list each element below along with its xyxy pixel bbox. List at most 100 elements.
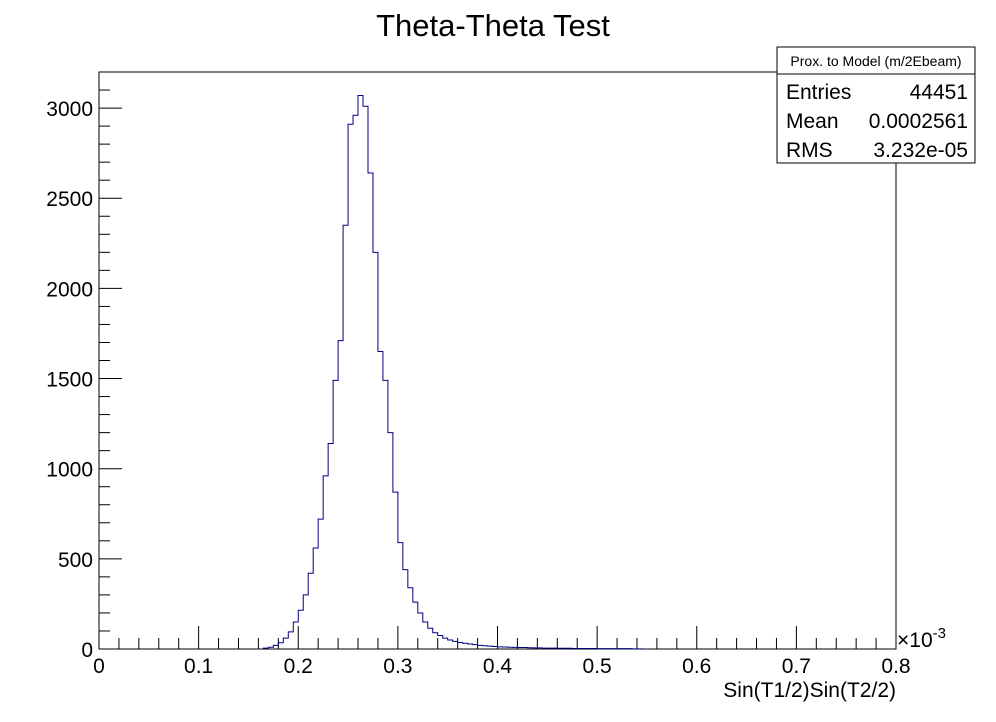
histogram-bin <box>448 640 453 649</box>
histogram-bin <box>473 645 478 649</box>
histogram-bin <box>592 648 597 649</box>
histogram-bin <box>502 647 507 649</box>
x-tick-label: 0.8 <box>881 655 910 678</box>
x-tick-label: 0.2 <box>284 655 313 678</box>
histogram-bin <box>263 648 268 649</box>
histogram-bin <box>493 646 498 649</box>
y-tick-label: 1500 <box>46 369 93 392</box>
histogram-series <box>262 94 643 650</box>
stats-mean-value: 0.0002561 <box>869 110 968 133</box>
histogram-bin <box>318 519 323 649</box>
histogram-bin <box>293 622 298 649</box>
histogram-bin <box>368 173 373 649</box>
histogram-bin <box>278 643 283 649</box>
histogram-bin <box>388 433 393 649</box>
histogram-bin <box>498 647 503 649</box>
histogram-bin <box>393 492 398 649</box>
x-axis-exponent-base: ×10 <box>897 629 933 652</box>
histogram-bin <box>358 95 363 649</box>
histogram-bin <box>567 648 572 649</box>
x-tick-label: 0.5 <box>583 655 612 678</box>
y-tick-label: 0 <box>81 639 93 662</box>
histogram-bin <box>408 588 413 649</box>
stats-entries-label: Entries <box>786 81 851 104</box>
histogram-bin <box>308 573 313 649</box>
histogram-bin <box>373 252 378 649</box>
x-tick-label: 0.7 <box>782 655 811 678</box>
stats-box-frame <box>776 46 976 164</box>
histogram-bin <box>582 648 587 649</box>
histogram-bin <box>438 635 443 649</box>
histogram-bin <box>577 648 582 649</box>
histogram-bin <box>298 610 303 649</box>
histogram-bin <box>428 628 433 649</box>
y-axis-ticks <box>99 71 122 650</box>
x-axis-exponent: ×10-3 <box>897 625 946 652</box>
histogram-bin <box>463 643 468 649</box>
x-tick-label: 0.4 <box>483 655 513 678</box>
x-tick-label: 0 <box>93 655 105 678</box>
histogram-bin <box>423 622 428 649</box>
histogram-bin <box>542 648 547 649</box>
histogram-bin <box>562 648 567 649</box>
y-tick-label: 2000 <box>46 278 93 301</box>
histogram-bin <box>557 648 562 649</box>
histogram-bin <box>532 648 537 649</box>
stats-rms-label: RMS <box>786 139 833 162</box>
histogram-bin <box>527 648 532 649</box>
histogram-bin <box>268 647 273 649</box>
stats-box-title: Prox. to Model (m/2Ebeam) <box>790 53 961 69</box>
histogram-bin <box>338 341 343 649</box>
y-tick-label: 500 <box>58 549 93 572</box>
histogram-bin <box>483 646 488 649</box>
x-axis-exponent-power: -3 <box>933 625 946 642</box>
histogram-bin <box>273 645 278 649</box>
histogram-bin <box>398 543 403 649</box>
histogram-bin <box>303 595 308 649</box>
histogram-bin <box>313 548 318 649</box>
histogram-bin <box>443 638 448 649</box>
histogram-bin <box>383 380 388 649</box>
histogram-bin <box>537 648 542 649</box>
y-tick-label: 1000 <box>46 459 93 482</box>
histogram-bin <box>547 648 552 649</box>
histogram-bin <box>348 124 353 649</box>
histogram-bin <box>433 633 438 649</box>
x-axis-tick-labels: 0 0.1 0.2 0.3 0.4 0.5 0.6 0.7 0.8 <box>93 655 910 678</box>
plot-area-border <box>98 71 897 650</box>
histogram-bin <box>343 225 348 649</box>
histogram-bin <box>288 632 293 649</box>
histogram-bin <box>403 570 408 649</box>
histogram-bin <box>418 613 423 649</box>
stats-box: Prox. to Model (m/2Ebeam) Entries 44451 … <box>776 46 976 164</box>
x-tick-label: 0.6 <box>682 655 711 678</box>
stats-mean-label: Mean <box>786 110 839 133</box>
histogram-bin <box>522 648 527 649</box>
histogram-bin <box>517 648 522 649</box>
x-axis-ticks <box>98 626 897 649</box>
x-axis-label: Sin(T1/2)Sin(T2/2) <box>723 679 896 702</box>
stats-rms-value: 3.232e-05 <box>873 139 968 162</box>
histogram-bin <box>488 646 493 649</box>
chart-title: Theta-Theta Test <box>376 8 610 43</box>
histogram-bin <box>333 380 338 649</box>
histogram-bin <box>507 647 512 649</box>
histogram-bin <box>378 351 383 649</box>
histogram-bin <box>587 648 592 649</box>
histogram-bin <box>363 106 368 649</box>
y-tick-label: 3000 <box>46 98 93 121</box>
histogram-outline <box>262 94 643 650</box>
histogram-bin <box>552 648 557 649</box>
x-tick-label: 0.3 <box>383 655 412 678</box>
histogram-bin <box>572 648 577 649</box>
histogram-bin <box>323 476 328 649</box>
histogram-bin <box>512 647 517 649</box>
histogram-bin <box>283 638 288 649</box>
stats-entries-value: 44451 <box>910 81 968 104</box>
histogram-bin <box>468 644 473 649</box>
histogram-bin <box>453 641 458 649</box>
y-axis-tick-labels: 0 500 1000 1500 2000 2500 3000 <box>46 98 93 662</box>
plot-frame <box>98 71 897 650</box>
y-tick-label: 2500 <box>46 188 93 211</box>
